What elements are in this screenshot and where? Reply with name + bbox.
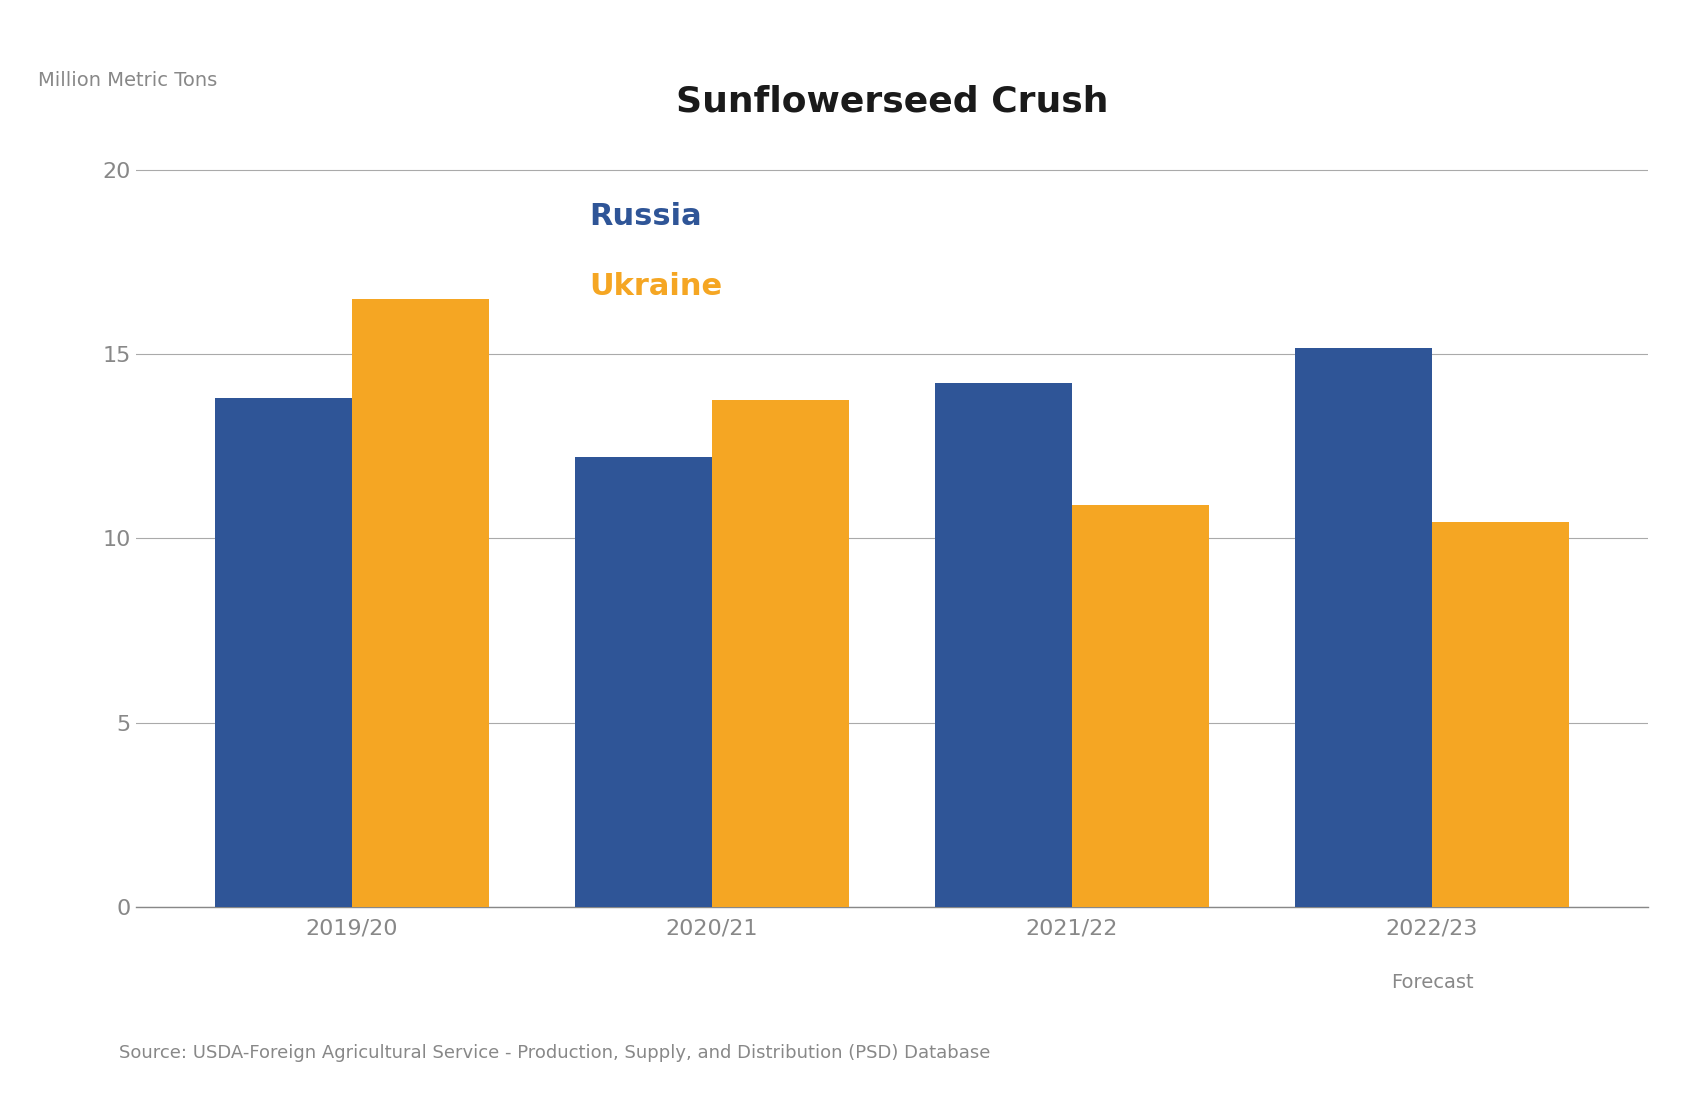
Bar xyxy=(216,398,351,907)
Bar xyxy=(934,384,1071,907)
Text: Million Metric Tons: Million Metric Tons xyxy=(37,71,217,90)
Bar xyxy=(351,299,489,907)
Bar xyxy=(1294,348,1431,907)
Text: Source: USDA-Foreign Agricultural Service - Production, Supply, and Distribution: Source: USDA-Foreign Agricultural Servic… xyxy=(119,1044,990,1062)
Text: Forecast: Forecast xyxy=(1391,973,1472,992)
Bar xyxy=(576,457,711,907)
Title: Sunflowerseed Crush: Sunflowerseed Crush xyxy=(676,85,1107,118)
Bar xyxy=(1431,522,1567,907)
Text: Russia: Russia xyxy=(589,202,701,231)
Bar xyxy=(1071,505,1207,907)
Text: Ukraine: Ukraine xyxy=(589,272,722,301)
Bar xyxy=(711,400,849,907)
